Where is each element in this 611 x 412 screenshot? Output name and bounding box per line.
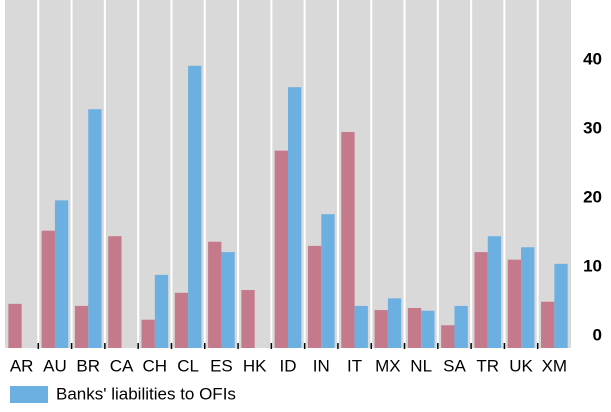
x-tick-label: XM: [542, 356, 568, 375]
bar: [221, 252, 235, 348]
bar: [8, 303, 22, 348]
bar: [288, 87, 302, 349]
bar: [274, 150, 288, 348]
bar: [241, 290, 255, 348]
x-tick-label: TR: [476, 356, 499, 375]
bar: [387, 298, 402, 348]
x-tick-label: ID: [280, 356, 297, 375]
x-tick-label: IT: [347, 356, 362, 375]
x-tick-label: BR: [76, 356, 100, 375]
bar: [174, 292, 189, 348]
bar: [521, 247, 535, 348]
y-tick-label: 10: [583, 256, 602, 275]
x-tick-label: ES: [210, 356, 233, 375]
x-tick-label: HK: [243, 356, 267, 375]
bar: [154, 274, 169, 348]
bar: [208, 241, 222, 348]
x-tick-label: CL: [177, 356, 199, 375]
x-tick-label: IN: [313, 356, 330, 375]
x-tick-label: AR: [10, 356, 34, 375]
bar: [188, 65, 202, 348]
y-tick-label: 40: [583, 49, 602, 68]
y-tick-label: 0: [593, 325, 602, 344]
legend-swatch: [10, 386, 48, 403]
x-tick-label: UK: [509, 356, 533, 375]
bar: [74, 305, 89, 348]
y-tick-label: 30: [583, 118, 602, 137]
bar: [108, 236, 122, 348]
x-tick-label: NL: [410, 356, 432, 375]
bar: [54, 200, 69, 348]
x-tick-label: MX: [375, 356, 401, 375]
bar: [407, 307, 422, 348]
legend-label: Banks' liabilities to OFIs: [56, 384, 236, 403]
bar: [41, 230, 55, 348]
bar: [541, 301, 555, 348]
bar: [321, 214, 335, 348]
x-tick-label: AU: [43, 356, 67, 375]
bar: [454, 305, 468, 348]
bar: [341, 132, 355, 348]
x-tick-label: CA: [110, 356, 134, 375]
bar: [88, 109, 102, 348]
x-tick-label: CH: [143, 356, 168, 375]
bar: [474, 252, 488, 348]
bar: [354, 305, 368, 348]
bar: [374, 310, 388, 348]
bar: [507, 259, 522, 348]
bar: [487, 236, 502, 348]
bar: [554, 263, 568, 348]
x-tick-label: SA: [443, 356, 466, 375]
bar: [307, 245, 322, 348]
y-tick-label: 20: [583, 187, 602, 206]
bar: [421, 310, 435, 348]
bar: [441, 325, 455, 348]
bar: [141, 319, 155, 348]
